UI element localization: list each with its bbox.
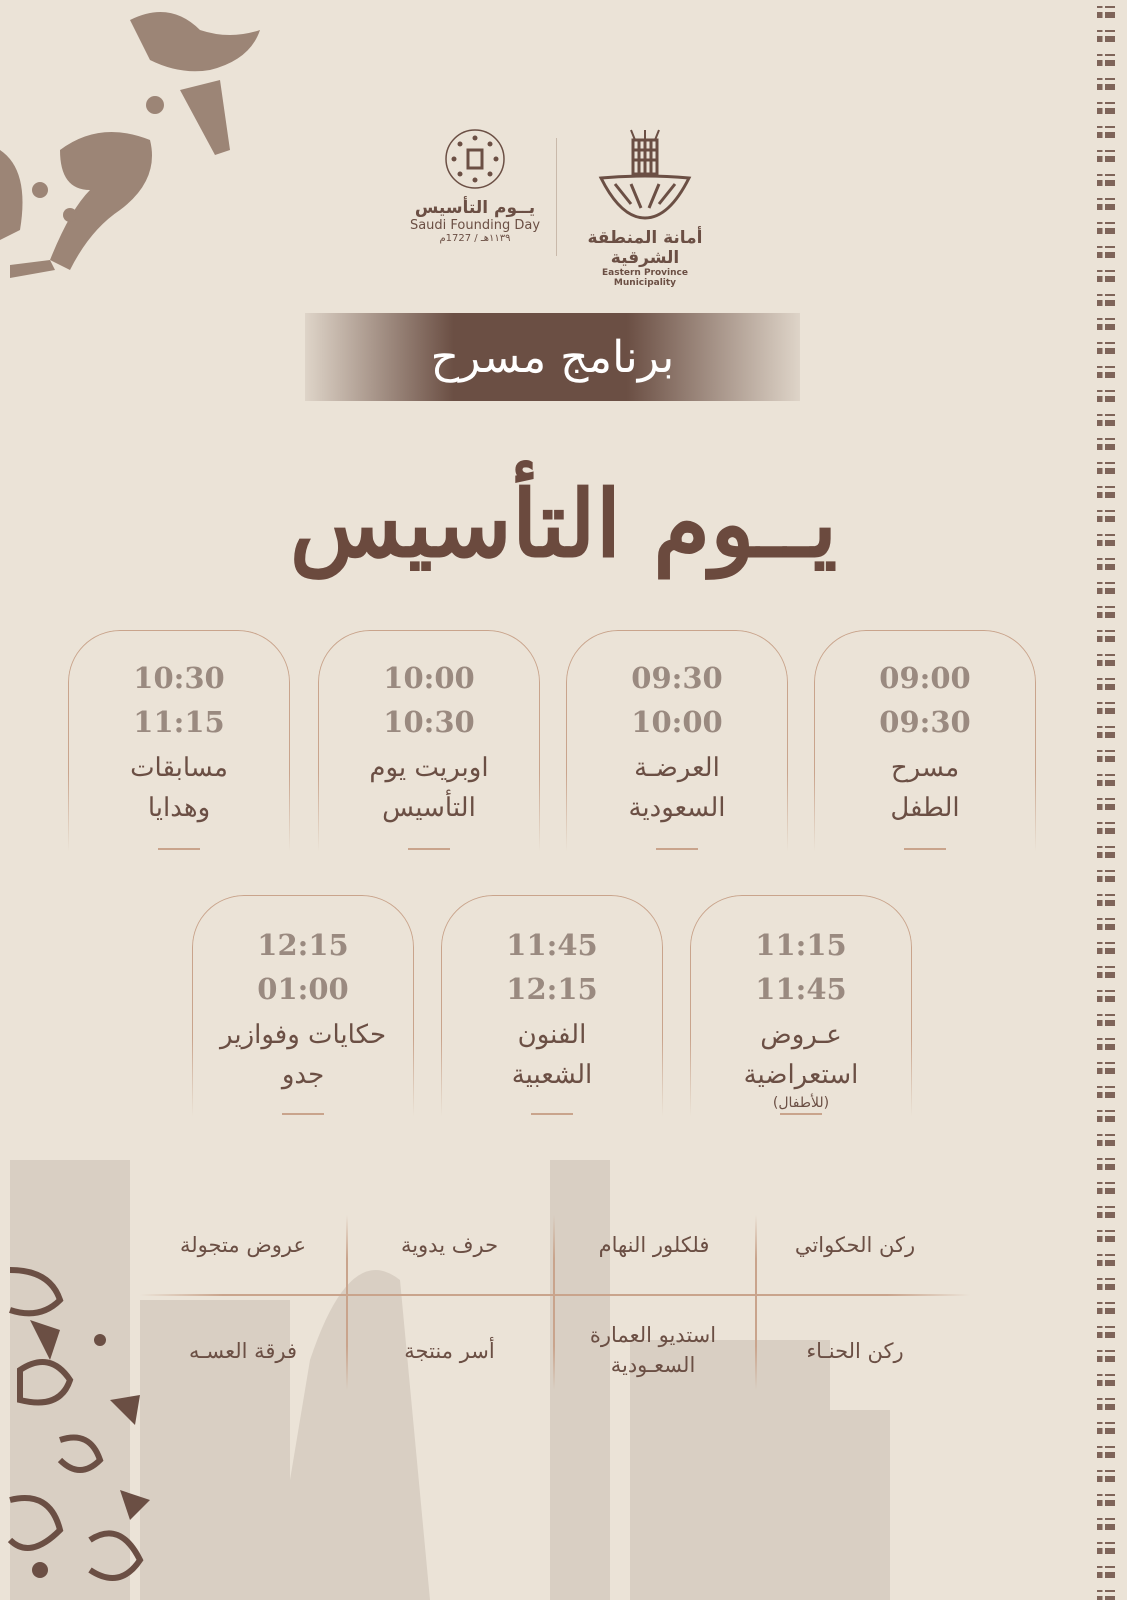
calligraphy-decoration bbox=[0, 12, 260, 278]
end-time: 10:30 bbox=[383, 705, 475, 739]
activity-item: حرف يدوية bbox=[400, 1233, 499, 1257]
event-name: مسرح الطفل bbox=[814, 748, 1036, 828]
header-logos: يــوم التأسيس Saudi Founding Day ١١٣٩هـ … bbox=[400, 128, 720, 288]
end-time: 11:45 bbox=[755, 972, 847, 1006]
schedule-card-frame bbox=[192, 895, 414, 1116]
event-name-line: السعودية bbox=[628, 793, 726, 823]
event-name-line: وهدايا bbox=[147, 793, 211, 823]
end-time: 10:00 bbox=[631, 705, 723, 739]
event-name-line: حكايات وفوازير bbox=[219, 1020, 387, 1050]
event-name: مسابقات وهدايا bbox=[68, 748, 290, 828]
end-time: 11:15 bbox=[133, 705, 225, 739]
activity-item: ركن الحنـاء bbox=[806, 1339, 904, 1363]
activity-item: استديو العمارة السعـودية bbox=[589, 1323, 717, 1377]
schedule-card-frame bbox=[318, 630, 540, 851]
event-name: عـروض استعراضية bbox=[690, 1015, 912, 1095]
start-time: 11:15 bbox=[755, 928, 847, 962]
schedule-card-frame bbox=[566, 630, 788, 851]
grid-divider bbox=[755, 1215, 757, 1390]
founding-day-logo: يــوم التأسيس Saudi Founding Day ١١٣٩هـ … bbox=[400, 128, 550, 263]
logo-divider bbox=[556, 138, 557, 256]
grid-divider bbox=[553, 1215, 555, 1390]
event-name-line: الشعبية bbox=[511, 1060, 593, 1090]
card-underline bbox=[408, 848, 450, 850]
end-time: 12:15 bbox=[506, 972, 598, 1006]
event-name: حكايات وفوازير جدو bbox=[192, 1015, 414, 1095]
activity-item: عروض متجولة bbox=[180, 1233, 306, 1257]
schedule-card-frame bbox=[690, 895, 912, 1116]
card-underline bbox=[780, 1113, 822, 1115]
schedule-card-frame bbox=[814, 630, 1036, 851]
event-name-line: اوبريت يوم bbox=[369, 753, 489, 783]
schedule-card-frame bbox=[441, 895, 663, 1116]
start-time: 09:00 bbox=[879, 661, 971, 695]
schedule-item: 11:15 11:45 عـروض استعراضية (للأطفال) bbox=[690, 923, 912, 1111]
event-name: العرضـة السعودية bbox=[566, 748, 788, 828]
schedule-item: 12:15 01:00 حكايات وفوازير جدو bbox=[192, 923, 414, 1095]
start-time: 10:30 bbox=[133, 661, 225, 695]
schedule-item: 09:30 10:00 العرضـة السعودية bbox=[566, 656, 788, 828]
municipality-emblem-icon bbox=[598, 129, 692, 220]
heritage-buildings-background bbox=[10, 1160, 890, 1600]
event-name-line: استعراضية bbox=[743, 1060, 859, 1090]
schedule-item: 11:45 12:15 الفنون الشعبية bbox=[441, 923, 663, 1095]
end-time: 01:00 bbox=[257, 972, 349, 1006]
card-underline bbox=[531, 1113, 573, 1115]
event-name-line: الطفل bbox=[890, 793, 960, 823]
card-underline bbox=[282, 1113, 324, 1115]
event-name-line: مسابقات bbox=[130, 753, 228, 783]
calligraphy-decoration bbox=[7, 1267, 150, 1581]
card-underline bbox=[158, 848, 200, 850]
event-name-line: مسرح bbox=[890, 753, 960, 783]
event-name-line: جدو bbox=[281, 1060, 325, 1090]
start-time: 11:45 bbox=[506, 928, 598, 962]
schedule-item: 10:30 11:15 مسابقات وهدايا bbox=[68, 656, 290, 828]
schedule-card-frame bbox=[68, 630, 290, 851]
event-name-line: التأسيس bbox=[382, 793, 476, 823]
event-note: (للأطفال) bbox=[772, 1095, 830, 1111]
grid-divider bbox=[346, 1215, 348, 1390]
card-underline bbox=[904, 848, 946, 850]
start-time: 12:15 bbox=[257, 928, 349, 962]
program-banner: برنامج مسرح bbox=[305, 313, 800, 401]
start-time: 09:30 bbox=[631, 661, 723, 695]
end-time: 09:30 bbox=[879, 705, 971, 739]
activity-item: ركن الحكواتي bbox=[794, 1233, 916, 1257]
municipality-logo: أمانة المنطقة الشرقية Eastern Province M… bbox=[570, 128, 720, 288]
activity-item: فرقة العسـه bbox=[188, 1339, 298, 1363]
event-name-line: عـروض bbox=[760, 1020, 842, 1050]
schedule-item: 10:00 10:30 اوبريت يوم التأسيس bbox=[318, 656, 540, 828]
event-name: اوبريت يوم التأسيس bbox=[318, 748, 540, 828]
activity-item: فلكلور النهام bbox=[598, 1233, 710, 1257]
event-name-line: الفنون bbox=[517, 1020, 587, 1050]
border-pattern bbox=[1097, 0, 1115, 1600]
event-name-line: العرضـة bbox=[634, 753, 720, 783]
card-underline bbox=[656, 848, 698, 850]
activity-item: أسر منتجة bbox=[404, 1339, 495, 1363]
page-title: يــوم التأسيس bbox=[289, 470, 838, 578]
start-time: 10:00 bbox=[383, 661, 475, 695]
schedule-item: 09:00 09:30 مسرح الطفل bbox=[814, 656, 1036, 828]
event-name: الفنون الشعبية bbox=[441, 1015, 663, 1095]
grid-divider bbox=[140, 1294, 970, 1296]
founding-day-emblem-icon bbox=[445, 129, 505, 189]
